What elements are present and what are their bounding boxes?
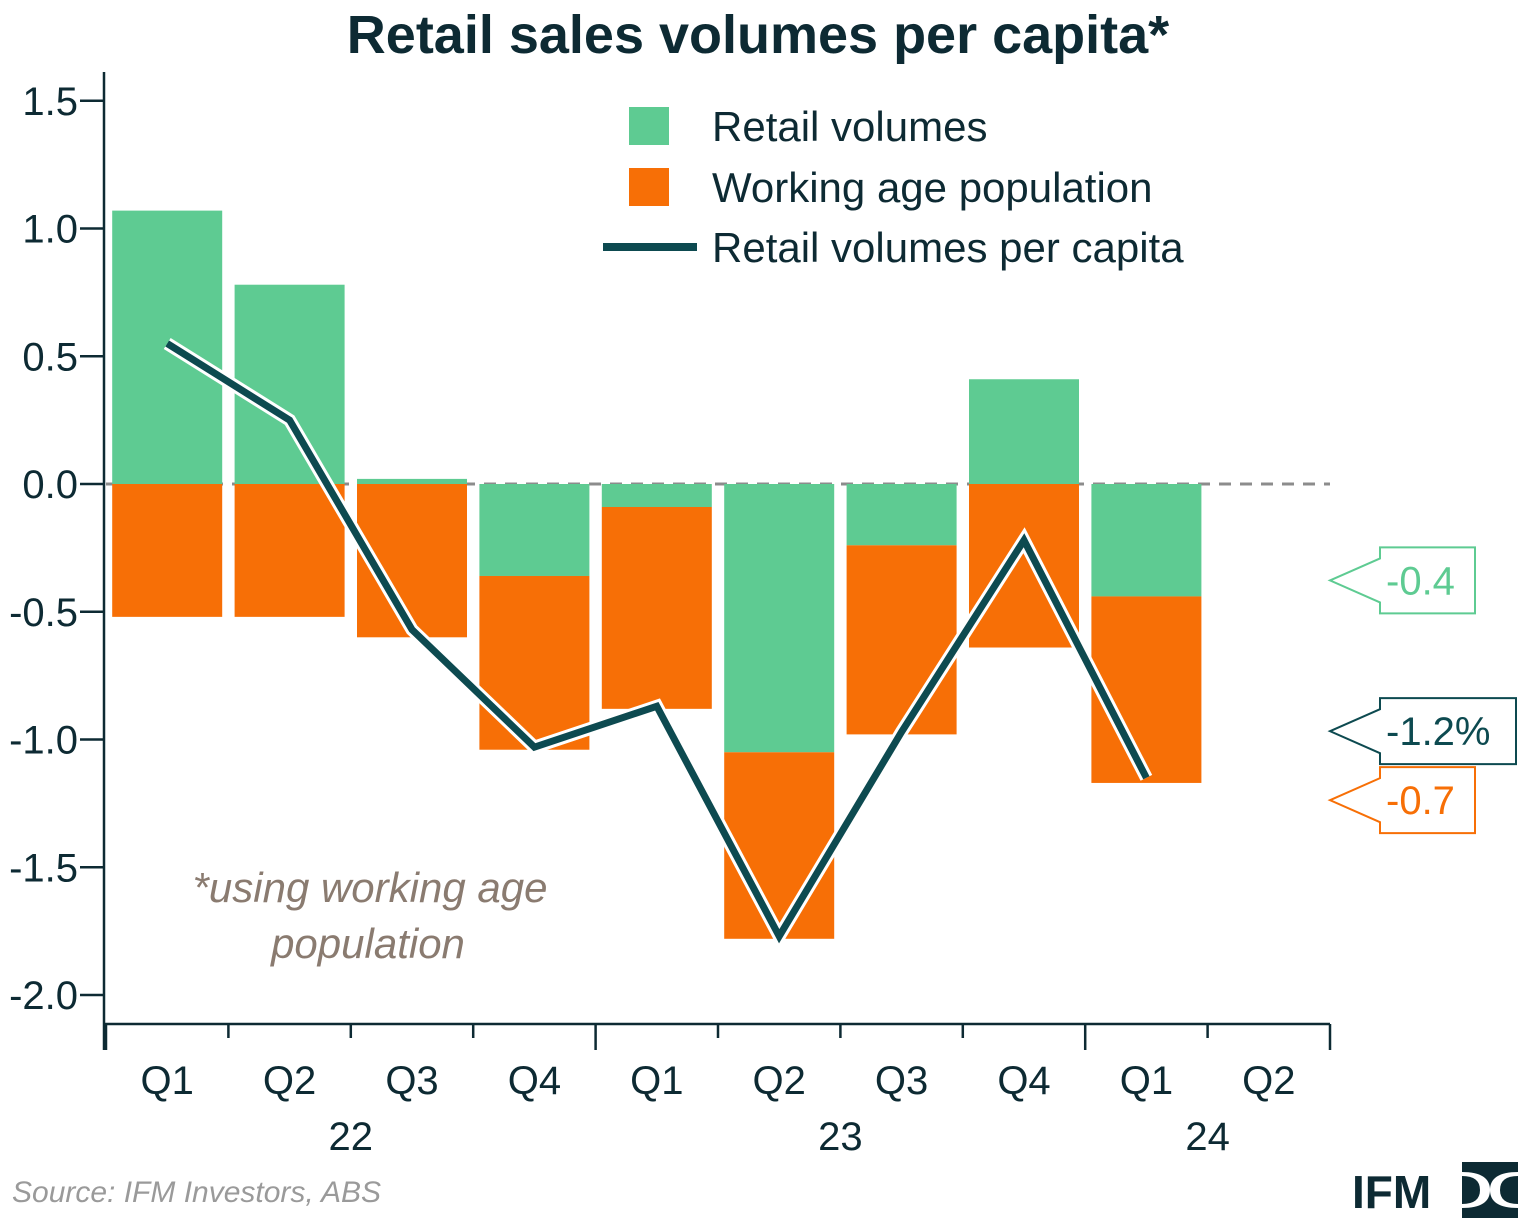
y-tick-label-0: 1.5 — [22, 80, 78, 124]
x-tick-label-8: Q1 — [1120, 1059, 1173, 1103]
callout-box-0 — [1327, 546, 1476, 615]
legend-label-0: Retail volumes — [712, 103, 987, 150]
x-tick-label-4: Q1 — [630, 1059, 683, 1103]
x-tick-label-1: Q2 — [263, 1059, 316, 1103]
y-tick-label-4: -0.5 — [9, 591, 78, 635]
legend-swatch-1 — [629, 168, 669, 206]
y-tick-label-3: 0.0 — [22, 463, 78, 507]
logo-text: IFM — [1352, 1166, 1431, 1218]
bar-retail-2 — [357, 478, 467, 484]
bar-population-6 — [846, 545, 957, 735]
bar-retail-8 — [1091, 484, 1202, 597]
legend-label-2: Retail volumes per capita — [712, 224, 1184, 271]
x-tick-label-2: Q3 — [385, 1059, 438, 1103]
y-tick-label-1: 1.0 — [22, 208, 78, 252]
x-tick-label-5: Q2 — [753, 1059, 806, 1103]
x-year-label-23: 23 — [818, 1115, 863, 1159]
callout-box-2 — [1327, 766, 1476, 835]
y-tick-label-5: -1.0 — [9, 719, 78, 763]
callout-label-2: -0.7 — [1386, 779, 1455, 823]
bar-population-8 — [1091, 596, 1202, 783]
bar-retail-7 — [969, 379, 1079, 484]
bar-retail-6 — [846, 484, 957, 546]
bar-population-4 — [601, 506, 712, 709]
legend-swatch-0 — [629, 107, 669, 145]
legend-label-1: Working age population — [712, 164, 1153, 211]
bar-population-3 — [479, 575, 590, 750]
callout-label-0: -0.4 — [1386, 559, 1455, 603]
y-tick-label-2: 0.5 — [22, 335, 78, 379]
footnote-line-1: *using working age — [193, 864, 548, 911]
x-tick-label-6: Q3 — [875, 1059, 928, 1103]
y-tick-label-7: -2.0 — [9, 974, 78, 1018]
callout-box-1 — [1327, 697, 1517, 766]
x-tick-label-9: Q2 — [1242, 1059, 1295, 1103]
x-year-label-24: 24 — [1185, 1115, 1230, 1159]
bar-retail-1 — [234, 284, 345, 484]
x-tick-label-7: Q4 — [997, 1059, 1050, 1103]
bar-population-1 — [234, 484, 345, 617]
x-tick-label-0: Q1 — [141, 1059, 194, 1103]
x-tick-label-3: Q4 — [508, 1059, 561, 1103]
per-capita-line — [165, 340, 1150, 944]
y-tick-label-6: -1.5 — [9, 846, 78, 890]
bar-retail-5 — [724, 484, 835, 753]
bar-retail-3 — [479, 484, 590, 576]
callout-label-1: -1.2% — [1386, 710, 1491, 754]
x-year-label-22: 22 — [329, 1115, 374, 1159]
bar-retail-4 — [601, 484, 712, 507]
logo-mark — [1462, 1162, 1518, 1218]
chart-title: Retail sales volumes per capita* — [347, 5, 1169, 65]
footnote-line-2: population — [269, 920, 465, 967]
bar-population-0 — [112, 484, 223, 617]
bar-population-5 — [724, 752, 835, 939]
source-note: Source: IFM Investors, ABS — [12, 1176, 381, 1209]
